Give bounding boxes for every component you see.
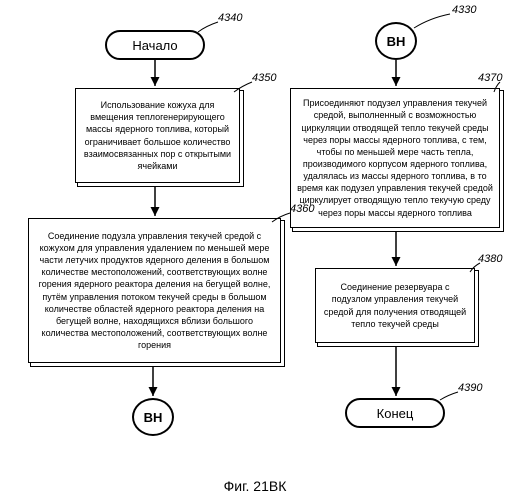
connector-bh-bottom: ВН [132,398,174,436]
process-4380-text: Соединение резервуара с подузлом управле… [322,281,468,330]
ref-4350-text: 4350 [252,72,276,84]
process-4360-text: Соединение подузла управления текучей ср… [35,230,274,351]
process-4350-text: Использование кожуха для вмещения теплог… [82,99,233,172]
connector-bh-top: ВН [375,22,417,60]
ref-4380: 4380 [478,253,502,265]
start-terminator: Начало [105,30,205,60]
ref-4360-text: 4360 [290,203,314,215]
ref-4390: 4390 [458,382,482,394]
process-4370-text: Присоединяют подузел управления текучей … [297,97,493,218]
ref-4340-text: 4340 [218,12,242,24]
figure-caption-text: Фиг. 21ВК [224,478,287,494]
connector-bh-bottom-label: ВН [144,410,163,425]
ref-4380-text: 4380 [478,253,502,265]
ref-4330-text: 4330 [452,4,476,16]
ref-4370: 4370 [478,72,502,84]
figure-caption: Фиг. 21ВК [0,478,510,494]
process-4350: Использование кожуха для вмещения теплог… [75,88,240,183]
ref-4340: 4340 [218,12,242,24]
ref-4370-text: 4370 [478,72,502,84]
process-4380: Соединение резервуара с подузлом управле… [315,268,475,343]
end-label: Конец [377,406,414,421]
process-4360: Соединение подузла управления текучей ср… [28,218,281,363]
process-4370: Присоединяют подузел управления текучей … [290,88,500,228]
ref-4330: 4330 [452,4,476,16]
start-label: Начало [132,38,177,53]
ref-4390-text: 4390 [458,382,482,394]
ref-4350: 4350 [252,72,276,84]
flowchart-canvas: Начало Использование кожуха для вмещения… [0,0,510,500]
ref-4360: 4360 [290,203,314,215]
end-terminator: Конец [345,398,445,428]
connector-bh-top-label: ВН [387,34,406,49]
